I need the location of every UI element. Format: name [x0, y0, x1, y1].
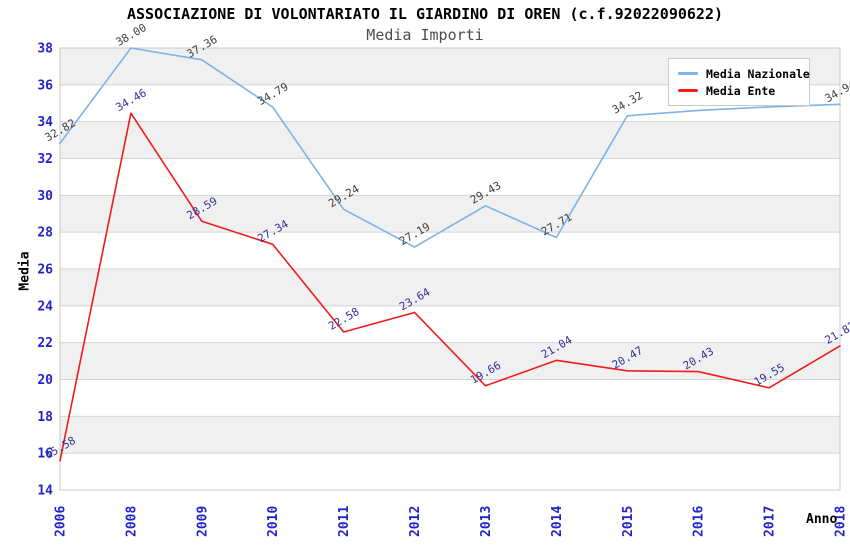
x-tick-label: 2010: [266, 506, 281, 537]
series-line-media-nazionale: [59, 47, 841, 248]
y-tick-label: 30: [37, 189, 53, 204]
legend-label-media-ente: Media Ente: [706, 83, 776, 98]
legend-item-media-nazionale: Media Nazionale: [678, 65, 810, 82]
x-axis-title: Anno: [806, 512, 838, 527]
legend-swatch-red-line-icon: [678, 89, 698, 92]
legend: Media Nazionale Media Ente: [668, 58, 810, 106]
x-tick-label: 2008: [124, 506, 139, 537]
y-tick-label: 16: [37, 447, 53, 462]
y-tick-label: 34: [37, 115, 53, 130]
chart-subtitle: Media Importi: [366, 26, 484, 44]
y-tick-label: 24: [37, 299, 53, 314]
x-tick-label: 2017: [763, 506, 778, 537]
y-tick-label: 22: [37, 336, 53, 351]
point-label: 34.46: [114, 86, 149, 114]
x-tick-label: 2012: [408, 506, 423, 537]
x-tick-label: 2014: [550, 506, 565, 537]
x-tick-label: 2013: [479, 506, 494, 537]
x-tick-label: 2016: [692, 506, 707, 537]
plot-band: [60, 121, 840, 159]
x-tick-label: 2009: [195, 506, 210, 537]
y-tick-label: 28: [37, 226, 53, 241]
series-line-media-ente: [59, 112, 841, 462]
x-tick-label: 2018: [834, 506, 849, 537]
legend-swatch-blue-line-icon: [678, 72, 698, 75]
y-tick-label: 38: [37, 42, 53, 57]
point-label: 38.00: [114, 21, 149, 49]
point-label: 21.82: [823, 319, 850, 347]
x-tick-label: 2015: [621, 506, 636, 537]
y-axis-title: Media: [17, 251, 33, 291]
legend-item-media-ente: Media Ente: [678, 82, 805, 99]
y-tick-label: 26: [37, 263, 53, 278]
plot-border: [59, 47, 841, 491]
chart-title: ASSOCIAZIONE DI VOLONTARIATO IL GIARDINO…: [126, 5, 724, 23]
y-tick-label: 18: [37, 410, 53, 425]
x-tick-label: 2011: [337, 506, 352, 537]
y-tick-label: 14: [37, 484, 53, 499]
point-label: 34.32: [610, 89, 645, 117]
plot-band: [60, 416, 840, 454]
legend-label-media-nazionale: Media Nazionale: [706, 66, 810, 81]
y-tick-label: 36: [37, 78, 53, 93]
y-tick-label: 32: [37, 152, 53, 167]
x-tick-label: 2006: [54, 506, 69, 537]
y-tick-label: 20: [37, 373, 53, 388]
plot-band: [60, 269, 840, 306]
